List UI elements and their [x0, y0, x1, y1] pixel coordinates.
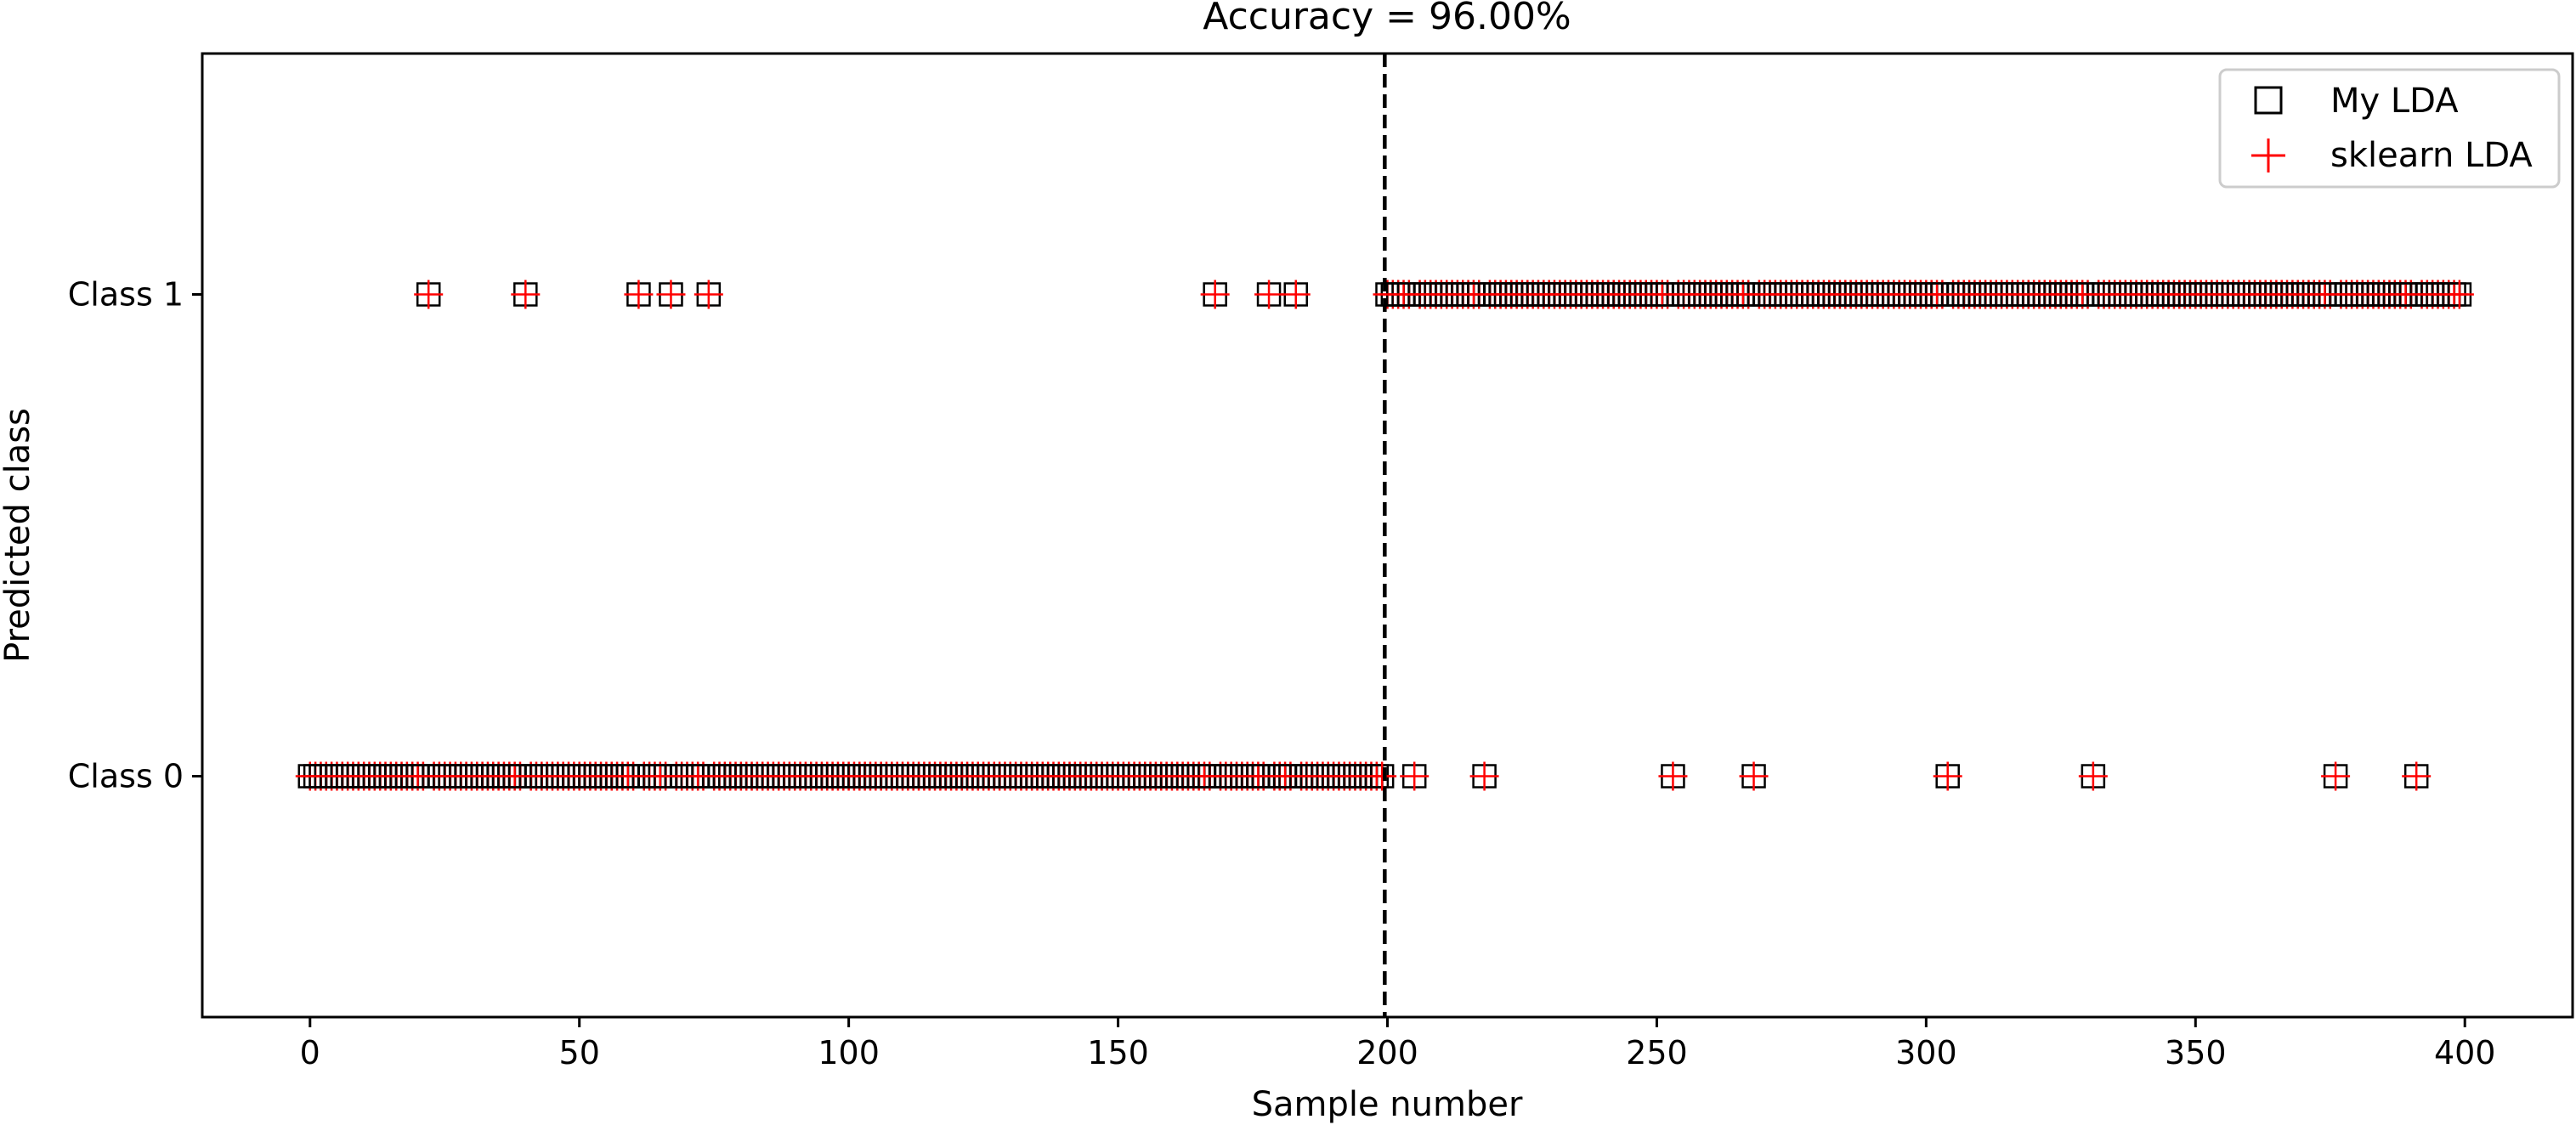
x-tick-label: 50: [559, 1034, 600, 1071]
sklearn-lda-point: [511, 280, 541, 309]
x-tick-label: 200: [1356, 1034, 1418, 1071]
chart-title: Accuracy = 96.00%: [1203, 0, 1571, 38]
sklearn-lda-point: [1254, 280, 1284, 309]
x-axis: 0 50 100 150 200 250 300 350 400: [300, 1017, 2496, 1071]
y-axis-label: Predicted class: [0, 408, 37, 663]
x-tick-label: 0: [300, 1034, 320, 1071]
sklearn-lda-point: [414, 280, 444, 309]
legend-marker-my-lda: [2254, 86, 2283, 115]
x-tick-label: 300: [1895, 1034, 1957, 1071]
sklearn-lda-point: [1281, 280, 1311, 309]
sklearn-lda-point: [1200, 280, 1230, 309]
plot-marks: [295, 280, 2474, 791]
y-axis: Class 0 Class 1: [68, 276, 202, 795]
y-tick-label: Class 0: [68, 758, 184, 795]
x-tick-label: 400: [2434, 1034, 2496, 1071]
sklearn-lda-point: [1367, 761, 1397, 791]
x-tick-label: 100: [818, 1034, 880, 1071]
legend-label-sklearn-lda: sklearn LDA: [2330, 136, 2533, 175]
sklearn-lda-point: [1658, 761, 1688, 791]
sklearn-lda-point: [1469, 761, 1499, 791]
sklearn-lda-point: [656, 280, 686, 309]
sklearn-lda-point: [1739, 761, 1769, 791]
sklearn-lda-point: [2321, 761, 2351, 791]
x-tick-label: 150: [1087, 1034, 1149, 1071]
legend-box: [2218, 68, 2561, 189]
y-tick-label: Class 1: [68, 276, 184, 314]
sklearn-lda-point: [2402, 761, 2432, 791]
legend-label-my-lda: My LDA: [2330, 82, 2459, 121]
sklearn-lda-point: [2444, 280, 2474, 309]
sklearn-lda-point: [2078, 761, 2108, 791]
sklearn-lda-point: [624, 280, 654, 309]
x-tick-label: 350: [2165, 1034, 2227, 1071]
legend: My LDA sklearn LDA: [2218, 68, 2561, 189]
x-axis-label: Sample number: [1252, 1085, 1523, 1124]
sklearn-lda-point: [1933, 761, 1962, 791]
sklearn-lda-point: [1400, 761, 1430, 791]
sklearn-lda-point: [694, 280, 723, 309]
x-tick-label: 250: [1626, 1034, 1688, 1071]
plot-frame: [201, 52, 2574, 1019]
